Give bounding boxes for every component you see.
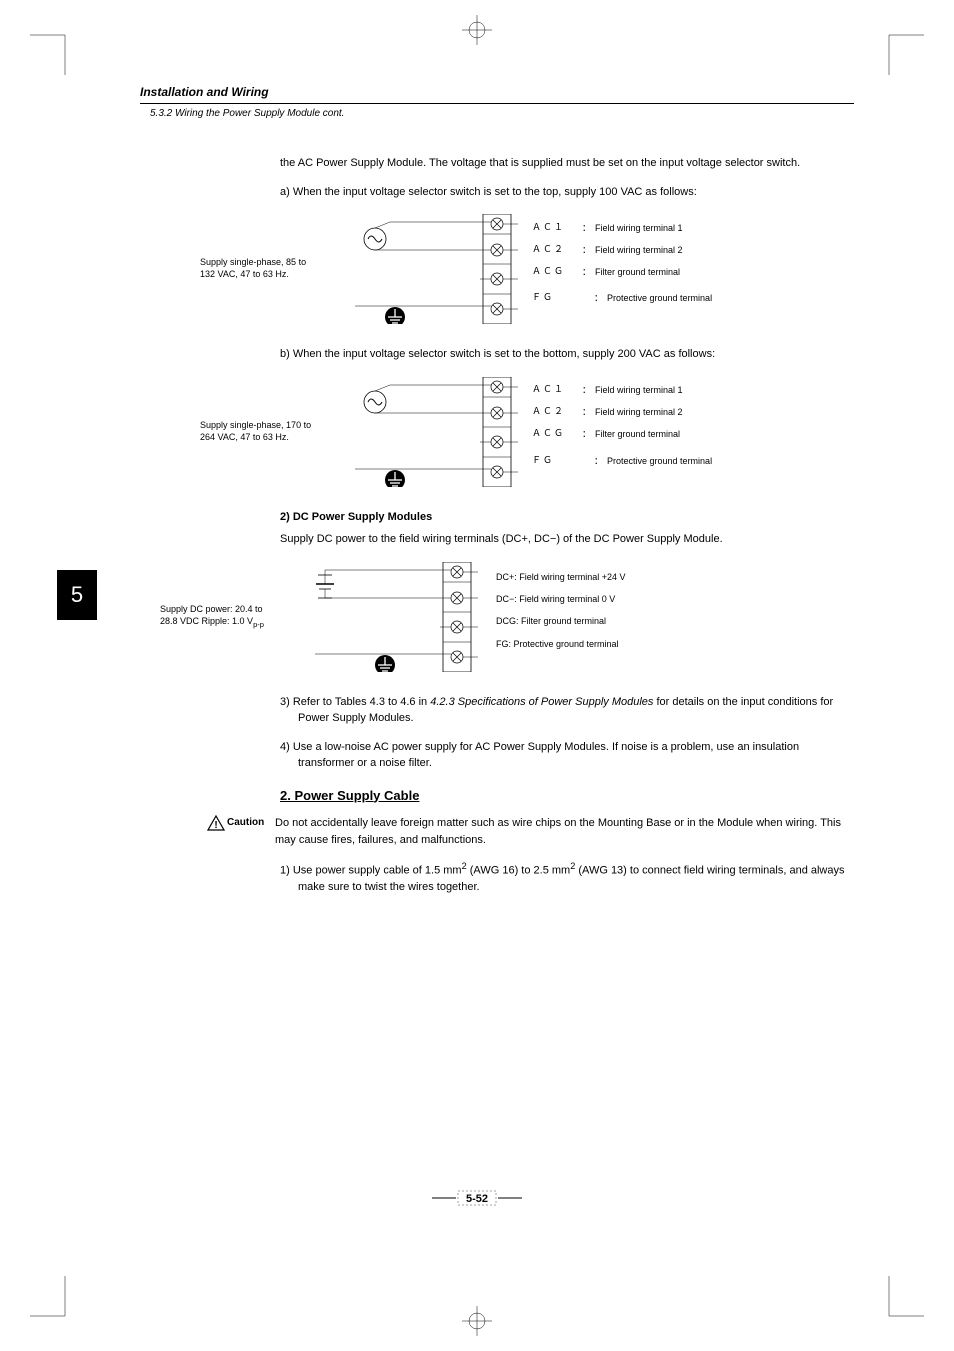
- page-number: 5-52: [0, 1190, 954, 1206]
- caution-row: ! Caution Do not accidentally leave fore…: [207, 815, 854, 848]
- diagram-dc-left-label: Supply DC power: 20.4 to 28.8 VDC Ripple…: [160, 604, 280, 629]
- item-4: 4) Use a low-noise AC power supply for A…: [280, 739, 854, 772]
- diagram-b-left-label: Supply single-phase, 170 to 264 VAC, 47 …: [200, 420, 320, 443]
- item-b: b) When the input voltage selector switc…: [280, 346, 854, 363]
- svg-text:!: !: [214, 820, 217, 831]
- item-3: 3) Refer to Tables 4.3 to 4.6 in 4.2.3 S…: [280, 694, 854, 727]
- diagram-a: Supply single-phase, 85 to 132 VAC, 47 t…: [200, 214, 854, 324]
- page-header: Installation and Wiring 5.3.2 Wiring the…: [140, 85, 854, 119]
- diagram-dc-terminals: DC+: Field wiring terminal +24 V DC−: Fi…: [492, 572, 626, 660]
- intro-text: the AC Power Supply Module. The voltage …: [280, 155, 854, 172]
- caution-text: Do not accidentally leave foreign matter…: [275, 815, 854, 848]
- cable-item-1: 1) Use power supply cable of 1.5 mm2 (AW…: [280, 860, 854, 896]
- main-content: the AC Power Supply Module. The voltage …: [280, 155, 854, 908]
- chapter-tab: 5: [57, 570, 97, 620]
- header-title: Installation and Wiring: [140, 85, 854, 104]
- diagram-a-terminals: ＡＣ１：Field wiring terminal 1 ＡＣ２：Field wi…: [532, 223, 712, 315]
- diagram-b-terminals: ＡＣ１：Field wiring terminal 1 ＡＣ２：Field wi…: [532, 385, 712, 477]
- caution-icon: ! Caution: [207, 815, 275, 831]
- dc-heading: 2) DC Power Supply Modules: [280, 509, 854, 526]
- diagram-a-left-label: Supply single-phase, 85 to 132 VAC, 47 t…: [200, 257, 320, 280]
- svg-text:5-52: 5-52: [466, 1193, 488, 1205]
- diagram-dc: Supply DC power: 20.4 to 28.8 VDC Ripple…: [160, 562, 854, 672]
- diagram-b: Supply single-phase, 170 to 264 VAC, 47 …: [200, 377, 854, 487]
- header-subtitle: 5.3.2 Wiring the Power Supply Module con…: [150, 108, 854, 119]
- item-a: a) When the input voltage selector switc…: [280, 184, 854, 201]
- diagram-b-svg: [320, 377, 520, 487]
- diagram-dc-svg: [280, 562, 480, 672]
- dc-text: Supply DC power to the field wiring term…: [280, 531, 854, 548]
- cable-heading: 2. Power Supply Cable: [280, 786, 854, 806]
- diagram-a-svg: [320, 214, 520, 324]
